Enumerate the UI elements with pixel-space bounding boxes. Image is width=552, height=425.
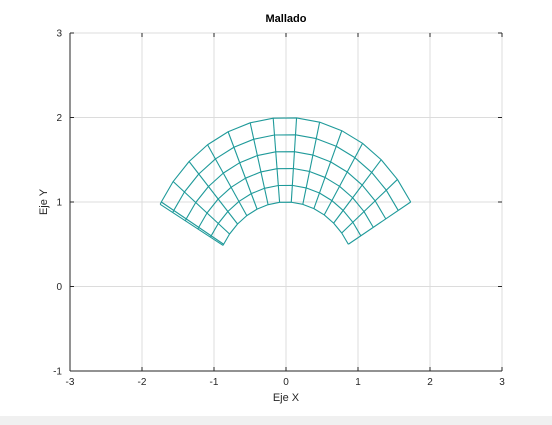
mesh-radial-line bbox=[172, 181, 230, 235]
chart-title: Mallado bbox=[266, 13, 307, 25]
y-tick-label: 0 bbox=[56, 282, 62, 293]
mesh-radial-line bbox=[323, 143, 364, 216]
mesh-radial-line bbox=[249, 122, 269, 205]
y-tick-label: 1 bbox=[56, 198, 62, 209]
mesh-arc-line bbox=[184, 151, 387, 221]
y-axis-label: Eje Y bbox=[38, 188, 50, 215]
mesh-radial-line bbox=[159, 203, 224, 246]
x-tick-label: 2 bbox=[427, 377, 433, 388]
mesh-radial-line bbox=[160, 201, 224, 245]
mesh bbox=[159, 117, 412, 246]
figure: -3 -2 -1 0 1 2 3 -1 0 1 2 3 Mallado Eje X Eje Y bbox=[0, 0, 552, 416]
chart: -3 -2 -1 0 1 2 3 -1 0 1 2 3 Mallado Eje X Eje Y bbox=[38, 13, 505, 404]
mesh-arc-line bbox=[210, 184, 362, 238]
mesh-radial-line bbox=[333, 159, 382, 224]
mesh-arc-line bbox=[159, 117, 412, 205]
mesh-radial-line bbox=[313, 130, 343, 209]
mesh-radial-line bbox=[302, 122, 321, 205]
mesh-arc-line bbox=[197, 167, 374, 230]
mesh-radial-line bbox=[348, 201, 412, 245]
y-tick-label: 3 bbox=[56, 29, 62, 40]
mesh-radial-line bbox=[341, 179, 398, 234]
x-tick-label: -2 bbox=[138, 377, 147, 388]
x-tick-label: -3 bbox=[66, 377, 75, 388]
x-tick-label: 3 bbox=[499, 377, 505, 388]
x-tick-label: 0 bbox=[283, 377, 289, 388]
ticks: -3 -2 -1 0 1 2 3 -1 0 1 2 3 bbox=[53, 29, 505, 389]
x-axis-label: Eje X bbox=[273, 392, 300, 404]
x-tick-label: 1 bbox=[355, 377, 361, 388]
y-tick-label: 2 bbox=[56, 113, 62, 124]
mesh-radial-line bbox=[227, 131, 258, 210]
mesh-radial-line bbox=[272, 118, 281, 203]
x-tick-label: -1 bbox=[210, 377, 219, 388]
y-tick-label: -1 bbox=[53, 367, 62, 378]
mesh-radial-line bbox=[290, 117, 298, 203]
mesh-arc-line bbox=[172, 134, 399, 213]
mesh-radial-line bbox=[188, 161, 238, 225]
mesh-radial-line bbox=[207, 144, 248, 216]
mesh-arc-line bbox=[222, 201, 349, 246]
